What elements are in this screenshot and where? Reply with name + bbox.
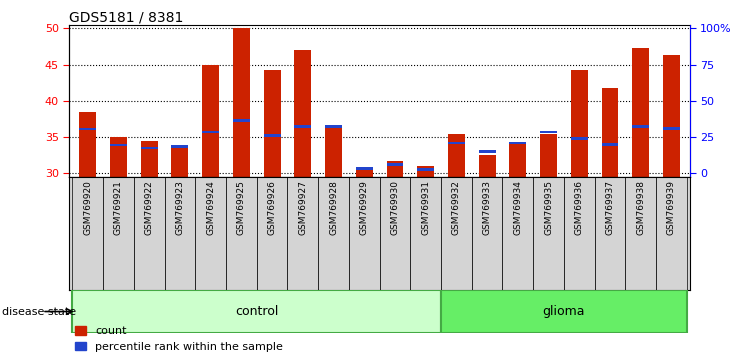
Bar [226, 177, 257, 290]
Bar [448, 133, 465, 177]
Text: GSM769935: GSM769935 [544, 181, 553, 235]
Bar [196, 177, 226, 290]
Bar [448, 142, 465, 144]
Bar [257, 177, 288, 290]
Bar [202, 131, 219, 133]
Bar [479, 150, 496, 153]
Bar [72, 177, 103, 290]
Bar [533, 177, 564, 290]
Bar [72, 290, 441, 333]
Bar [141, 147, 158, 149]
Text: GSM769931: GSM769931 [421, 181, 430, 235]
Bar [110, 144, 127, 146]
Bar [202, 65, 219, 177]
Text: GSM769929: GSM769929 [360, 181, 369, 235]
Bar [233, 119, 250, 122]
Bar [632, 48, 649, 177]
Text: GSM769922: GSM769922 [145, 181, 154, 235]
Legend: count, percentile rank within the sample: count, percentile rank within the sample [75, 326, 283, 352]
Text: GSM769937: GSM769937 [605, 181, 615, 235]
Bar [356, 167, 373, 170]
Text: GSM769925: GSM769925 [237, 181, 246, 235]
Text: GDS5181 / 8381: GDS5181 / 8381 [69, 11, 184, 25]
Bar [172, 145, 188, 148]
Bar [540, 131, 557, 133]
Bar [164, 177, 196, 290]
Bar [264, 70, 280, 177]
Bar [172, 146, 188, 177]
Text: GSM769938: GSM769938 [637, 181, 645, 235]
Text: GSM769921: GSM769921 [114, 181, 123, 235]
Bar [441, 290, 687, 333]
Bar [626, 177, 656, 290]
Bar [602, 143, 618, 145]
Bar [288, 177, 318, 290]
Text: GSM769927: GSM769927 [299, 181, 307, 235]
Bar [325, 126, 342, 177]
Bar [479, 155, 496, 177]
Bar [103, 177, 134, 290]
Text: GSM769930: GSM769930 [391, 181, 399, 235]
Text: GSM769926: GSM769926 [268, 181, 277, 235]
Text: GSM769928: GSM769928 [329, 181, 338, 235]
Text: GSM769920: GSM769920 [83, 181, 92, 235]
Bar [441, 177, 472, 290]
Bar [510, 142, 526, 144]
Bar [386, 164, 404, 166]
Bar [134, 177, 164, 290]
Bar [80, 112, 96, 177]
Bar [663, 127, 680, 130]
Bar [386, 161, 404, 177]
Bar [380, 177, 410, 290]
Text: GSM769936: GSM769936 [575, 181, 584, 235]
Bar [602, 88, 618, 177]
Text: glioma: glioma [542, 305, 585, 318]
Text: GSM769933: GSM769933 [483, 181, 491, 235]
Bar [356, 168, 373, 177]
Text: GSM769934: GSM769934 [513, 181, 523, 235]
Bar [233, 28, 250, 177]
Bar [540, 133, 557, 177]
Bar [472, 177, 502, 290]
Bar [318, 177, 349, 290]
Text: disease state: disease state [2, 307, 77, 316]
Text: control: control [235, 305, 278, 318]
Bar [294, 125, 311, 127]
Bar [410, 177, 441, 290]
Bar [141, 141, 158, 177]
Bar [510, 144, 526, 177]
Bar [325, 125, 342, 127]
Bar [663, 55, 680, 177]
Text: GSM769932: GSM769932 [452, 181, 461, 235]
Bar [418, 169, 434, 171]
Bar [264, 135, 280, 137]
Text: GSM769939: GSM769939 [667, 181, 676, 235]
Bar [294, 50, 311, 177]
Bar [571, 70, 588, 177]
Bar [502, 177, 533, 290]
Bar [656, 177, 687, 290]
Bar [110, 137, 127, 177]
Text: GSM769924: GSM769924 [206, 181, 215, 235]
Bar [632, 125, 649, 127]
Text: GSM769923: GSM769923 [175, 181, 185, 235]
Bar [595, 177, 626, 290]
Bar [80, 128, 96, 130]
Bar [564, 177, 595, 290]
Bar [571, 137, 588, 140]
Bar [418, 166, 434, 177]
Bar [349, 177, 380, 290]
